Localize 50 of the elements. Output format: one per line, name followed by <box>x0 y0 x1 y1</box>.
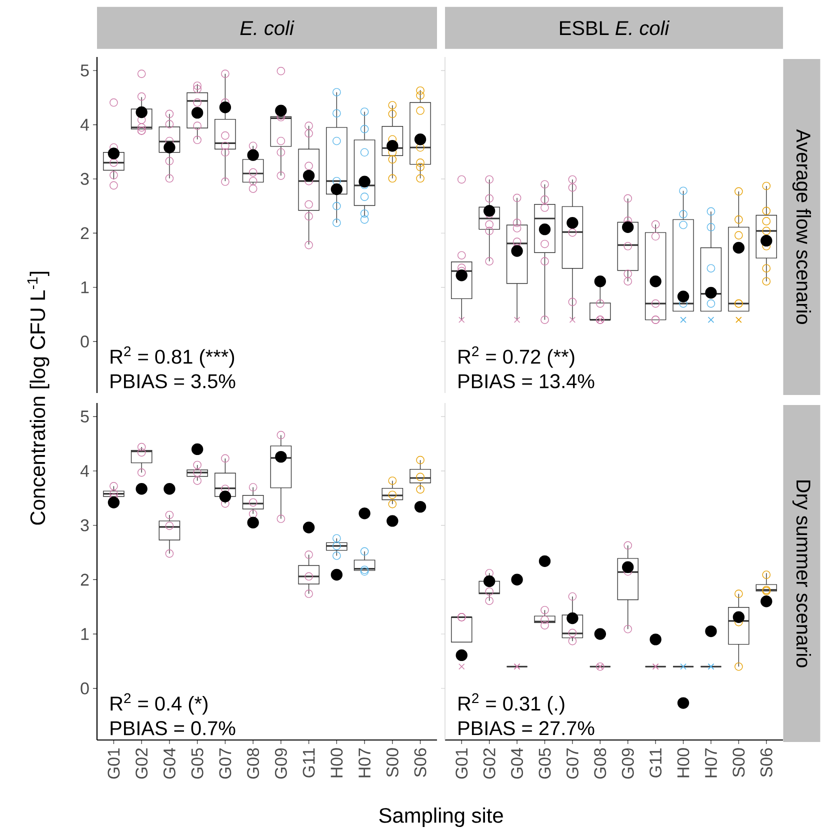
annotation: R$^{2}$ = 0.81 (***) <box>110 346 234 368</box>
x-tick-label: G07 <box>219 748 232 779</box>
x-tick-label: S00 <box>732 748 745 777</box>
annotation: PBIAS = 13.4% <box>458 374 594 388</box>
x-tick-label: G09 <box>274 748 287 779</box>
x-tick-label: G02 <box>483 748 496 779</box>
y-tick-label: 3 <box>80 519 89 532</box>
x-tick-label: G04 <box>163 748 176 779</box>
y2-axis-title: Average flow scenario <box>792 129 811 324</box>
x-tick-label: H00 <box>330 748 343 778</box>
x-tick-label: G08 <box>594 748 606 779</box>
x-tick-label: G01 <box>108 748 120 779</box>
annotation: R$^{2}$ = 0.31 (.) <box>458 693 564 715</box>
y-tick-label: 4 <box>80 465 89 477</box>
x-tick-label: G01 <box>456 748 468 779</box>
y-tick-label: 3 <box>80 172 89 185</box>
x-tick-label: G04 <box>511 748 524 779</box>
y-tick-label: 1 <box>81 628 89 640</box>
y-tick-label: 5 <box>80 410 89 423</box>
annotation: PBIAS = 3.5% <box>110 374 236 388</box>
x-tick-label: G07 <box>566 748 578 779</box>
x-tick-label: S06 <box>760 748 772 777</box>
x-tick-label: G11 <box>302 748 315 778</box>
x-tick-label: G09 <box>622 748 634 779</box>
chart-title: E. coli <box>240 20 294 36</box>
annotation: PBIAS = 27.7% <box>458 721 594 736</box>
y-tick-label: 0 <box>80 336 89 348</box>
x-tick-label: H07 <box>358 748 371 778</box>
x-axis-title: Sampling site <box>379 808 503 828</box>
y-axis-title: Concentration [log CFU L$^{-1}$] <box>27 272 50 525</box>
x-tick-label: G02 <box>136 748 148 779</box>
y-tick-label: 0 <box>80 682 89 694</box>
x-tick-label: G08 <box>247 748 260 779</box>
y-tick-label: 4 <box>80 118 89 131</box>
y2-axis-title: Dry summer scenario <box>792 480 811 668</box>
annotation: R$^{2}$ = 0.4 (*) <box>110 693 208 715</box>
x-tick-label: S00 <box>386 748 398 777</box>
chart-title: ESBL E. coli <box>560 20 670 36</box>
annotation: PBIAS = 0.7% <box>110 721 236 736</box>
y-tick-label: 1 <box>81 281 89 294</box>
annotation: R$^{2}$ = 0.72 (**) <box>458 346 574 368</box>
y-tick-label: 2 <box>80 574 89 586</box>
x-tick-label: G05 <box>191 748 204 779</box>
x-tick-label: G11 <box>650 748 662 778</box>
y-tick-label: 5 <box>80 64 89 76</box>
x-tick-label: G05 <box>538 748 551 779</box>
x-tick-label: H07 <box>704 748 717 778</box>
x-tick-label: S06 <box>414 748 426 777</box>
x-tick-label: H00 <box>677 748 690 778</box>
y-tick-label: 2 <box>80 227 89 240</box>
